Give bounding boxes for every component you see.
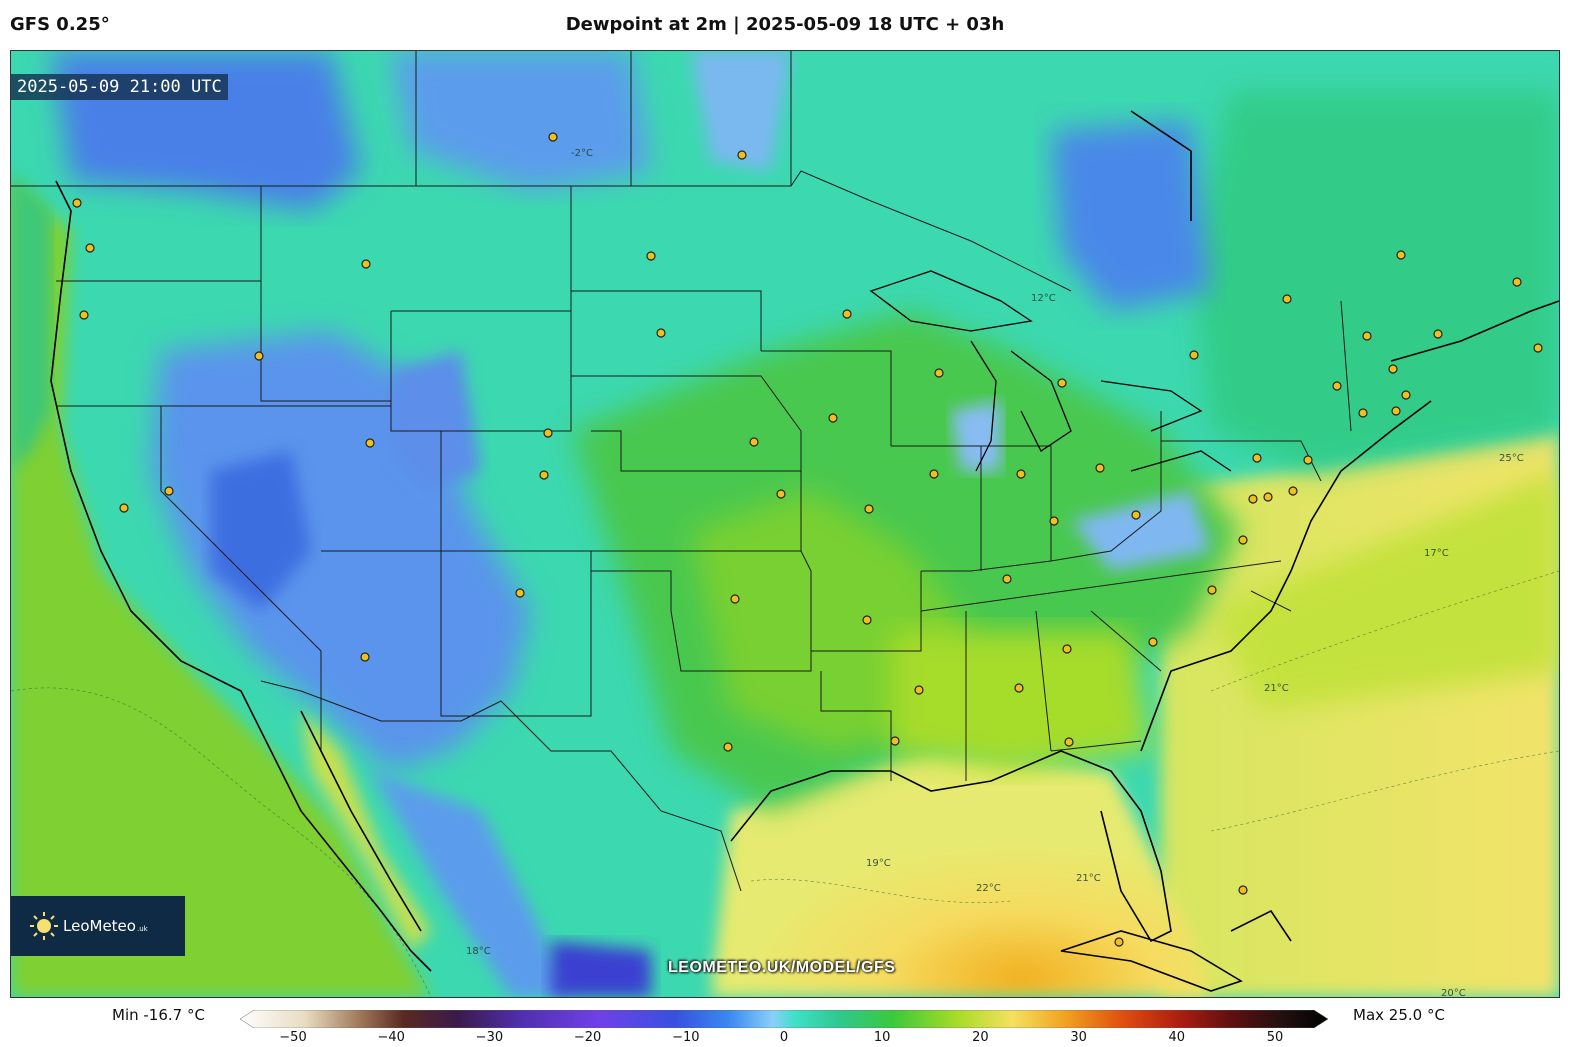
colorbar-tick: 0 [779,1030,789,1045]
contour-label: -2°C [571,148,593,159]
contour-label: 18°C [466,946,491,957]
model-name: GFS 0.25° [10,14,110,35]
contour-label: 25°C [1499,453,1524,464]
colorbar-tick: −30 [475,1030,504,1045]
contour-label: 22°C [976,883,1001,894]
sun-icon [30,912,58,940]
contour-label: 21°C [1076,873,1101,884]
valid-time-stamp: 2025-05-09 21:00 UTC [11,74,228,100]
colorbar-tick: −20 [573,1030,602,1045]
colorbar-tick: −10 [672,1030,700,1045]
dewpoint-map[interactable]: -2°C 12°C 17°C 21°C 22°C 21°C 18°C 19°C … [10,50,1560,998]
colorbar-tick: −50 [279,1030,307,1045]
max-value-label: Max 25.0 °C [1353,1006,1445,1024]
contour-label: 20°C [1441,988,1466,997]
colorbar-tick: 20 [972,1030,989,1045]
logo-suffix: .uk [136,925,148,933]
colorbar-tick: 30 [1070,1030,1087,1045]
chart-title: Dewpoint at 2m | 2025-05-09 18 UTC + 03h [565,14,1005,35]
colorbar-tick: 10 [873,1030,891,1045]
contour-label: 17°C [1424,548,1449,559]
city-markers [72,132,1543,947]
contour-label: 12°C [1031,293,1056,304]
colorbar-tick: −40 [377,1030,405,1045]
contour-label: 21°C [1264,683,1289,694]
colorbar [240,1010,1328,1028]
watermark-url: LEOMETEO.UK/MODEL/GFS [668,959,896,976]
colorbar-tick: 50 [1266,1030,1284,1045]
contour-label: 19°C [866,858,891,869]
leometeo-logo[interactable]: LeoMeteo .uk [11,896,185,956]
min-value-label: Min -16.7 °C [112,1006,205,1024]
logo-text: LeoMeteo [63,917,136,935]
colorbar-tick: 40 [1168,1030,1186,1045]
